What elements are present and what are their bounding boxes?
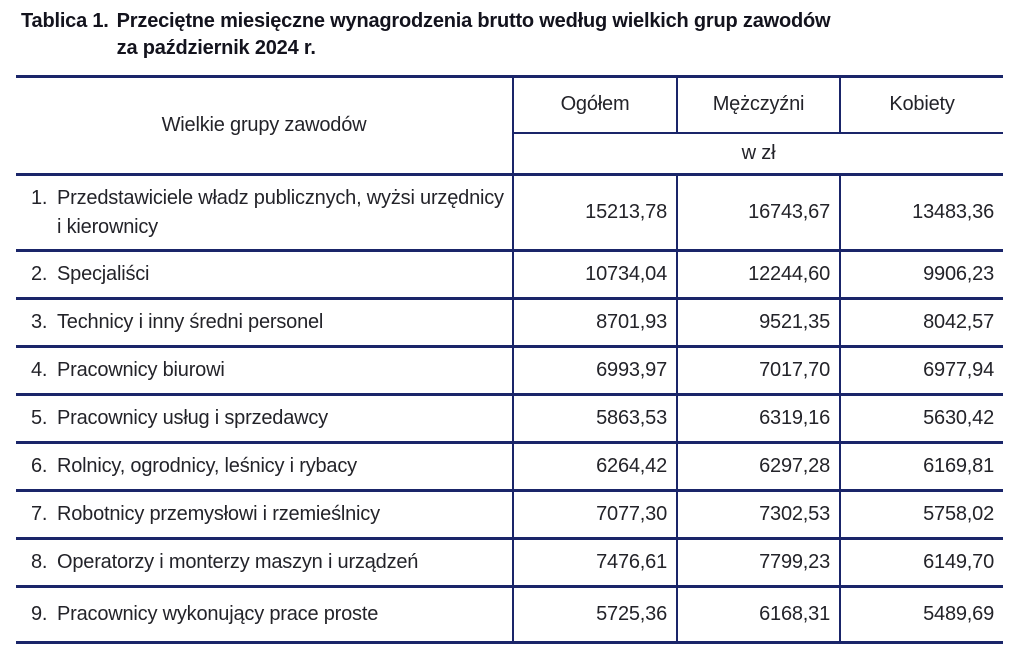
value-mezczyzni: 6168,31 <box>676 586 840 644</box>
group-name-cell: 8. Operatorzy i monterzy maszyn i urządze… <box>16 538 513 588</box>
row-number: 4. <box>31 359 48 381</box>
row-number: 7. <box>31 503 48 525</box>
row-number: 5. <box>31 407 48 429</box>
value-ogolem: 10734,04 <box>512 250 677 300</box>
value-mezczyzni: 9521,35 <box>676 298 840 348</box>
table-row: 5. Pracownicy usług i sprzedawcy 5863,53 … <box>16 394 1003 444</box>
table-row: 8. Operatorzy i monterzy maszyn i urządze… <box>16 538 1003 588</box>
row-name: Rolnicy, ogrodnicy, leśnicy i rybacy <box>57 455 357 477</box>
header-mezczyzni: Mężczyźni <box>676 76 840 134</box>
row-name: Pracownicy usług i sprzedawcy <box>57 407 328 429</box>
header-group-column: Wielkie grupy zawodów <box>16 76 513 176</box>
table-row: 3. Technicy i inny średni personel 8701,9… <box>16 298 1003 348</box>
value-kobiety: 9906,23 <box>839 250 1003 300</box>
value-ogolem: 6993,97 <box>512 346 677 396</box>
table-row: 7. Robotnicy przemysłowi i rzemieślnicy 7… <box>16 490 1003 540</box>
value-kobiety: 6149,70 <box>839 538 1003 588</box>
header-kobiety: Kobiety <box>839 76 1003 134</box>
row-name: Technicy i inny średni personel <box>57 311 324 333</box>
table-row: 4. Pracownicy biurowi 6993,97 7017,70 697… <box>16 346 1003 396</box>
row-number: 6. <box>31 455 48 477</box>
row-number: 8. <box>31 551 48 573</box>
value-ogolem: 5863,53 <box>512 394 677 444</box>
value-kobiety: 6169,81 <box>839 442 1003 492</box>
row-name: Operatorzy i monterzy maszyn i urządzeń <box>57 551 419 573</box>
value-kobiety: 8042,57 <box>839 298 1003 348</box>
value-mezczyzni: 6297,28 <box>676 442 840 492</box>
value-ogolem: 6264,42 <box>512 442 677 492</box>
value-mezczyzni: 7302,53 <box>676 490 840 540</box>
row-name: Pracownicy biurowi <box>57 359 225 381</box>
table-row: 6. Rolnicy, ogrodnicy, leśnicy i rybacy 6… <box>16 442 1003 492</box>
value-kobiety: 5758,02 <box>839 490 1003 540</box>
table-row: 9. Pracownicy wykonujący prace proste 572… <box>16 586 1003 644</box>
table-title-text: Przeciętne miesięczne wynagrodzenia brut… <box>117 8 831 62</box>
group-name-cell: 4. Pracownicy biurowi <box>16 346 513 396</box>
table-title-line2: za październik 2024 r. <box>116 37 316 59</box>
value-ogolem: 7476,61 <box>512 538 677 588</box>
row-number: 1. <box>31 186 48 209</box>
row-number: 3. <box>31 311 48 333</box>
group-name-cell: 7. Robotnicy przemysłowi i rzemieślnicy <box>16 490 513 540</box>
header-row-unit: w zł <box>16 132 1003 176</box>
row-name: Przedstawiciele władz publicznych, wyżsi… <box>57 186 504 238</box>
group-name-cell: 6. Rolnicy, ogrodnicy, leśnicy i rybacy <box>16 442 513 492</box>
group-name-cell: 3. Technicy i inny średni personel <box>16 298 513 348</box>
group-name-cell: 9. Pracownicy wykonujący prace proste <box>16 586 513 644</box>
value-kobiety: 13483,36 <box>839 174 1003 252</box>
header-unit: w zł <box>512 132 1003 176</box>
value-ogolem: 5725,36 <box>512 586 677 644</box>
table-title-label: Tablica 1. <box>21 10 109 32</box>
group-name-cell: 1. Przedstawiciele władz publicznych, wyż… <box>16 174 513 252</box>
value-ogolem: 8701,93 <box>512 298 677 348</box>
value-mezczyzni: 7799,23 <box>676 538 840 588</box>
group-name-cell: 5. Pracownicy usług i sprzedawcy <box>16 394 513 444</box>
table-row: 2. Specjaliści 10734,04 12244,60 9906,23 <box>16 250 1003 300</box>
row-number: 9. <box>31 603 48 625</box>
row-name: Pracownicy wykonujący prace proste <box>57 603 379 625</box>
value-ogolem: 15213,78 <box>512 174 677 252</box>
row-name: Specjaliści <box>57 263 150 285</box>
group-name-cell: 2. Specjaliści <box>16 250 513 300</box>
table-row: 1. Przedstawiciele władz publicznych, wyż… <box>16 174 1003 252</box>
row-number: 2. <box>31 263 48 285</box>
table-title-line1: Przeciętne miesięczne wynagrodzenia brut… <box>116 10 831 32</box>
header-row-columns: Wielkie grupy zawodów Ogółem Mężczyźni K… <box>16 76 1003 176</box>
wages-table: Wielkie grupy zawodów Ogółem Mężczyźni K… <box>16 75 1003 644</box>
value-kobiety: 5630,42 <box>839 394 1003 444</box>
value-kobiety: 6977,94 <box>839 346 1003 396</box>
value-mezczyzni: 6319,16 <box>676 394 840 444</box>
row-name: Robotnicy przemysłowi i rzemieślnicy <box>57 503 380 525</box>
value-mezczyzni: 12244,60 <box>676 250 840 300</box>
table-title: Tablica 1. Przeciętne miesięczne wynagro… <box>21 8 831 62</box>
value-kobiety: 5489,69 <box>839 586 1003 644</box>
header-ogolem: Ogółem <box>512 76 677 134</box>
value-ogolem: 7077,30 <box>512 490 677 540</box>
value-mezczyzni: 16743,67 <box>676 174 840 252</box>
value-mezczyzni: 7017,70 <box>676 346 840 396</box>
